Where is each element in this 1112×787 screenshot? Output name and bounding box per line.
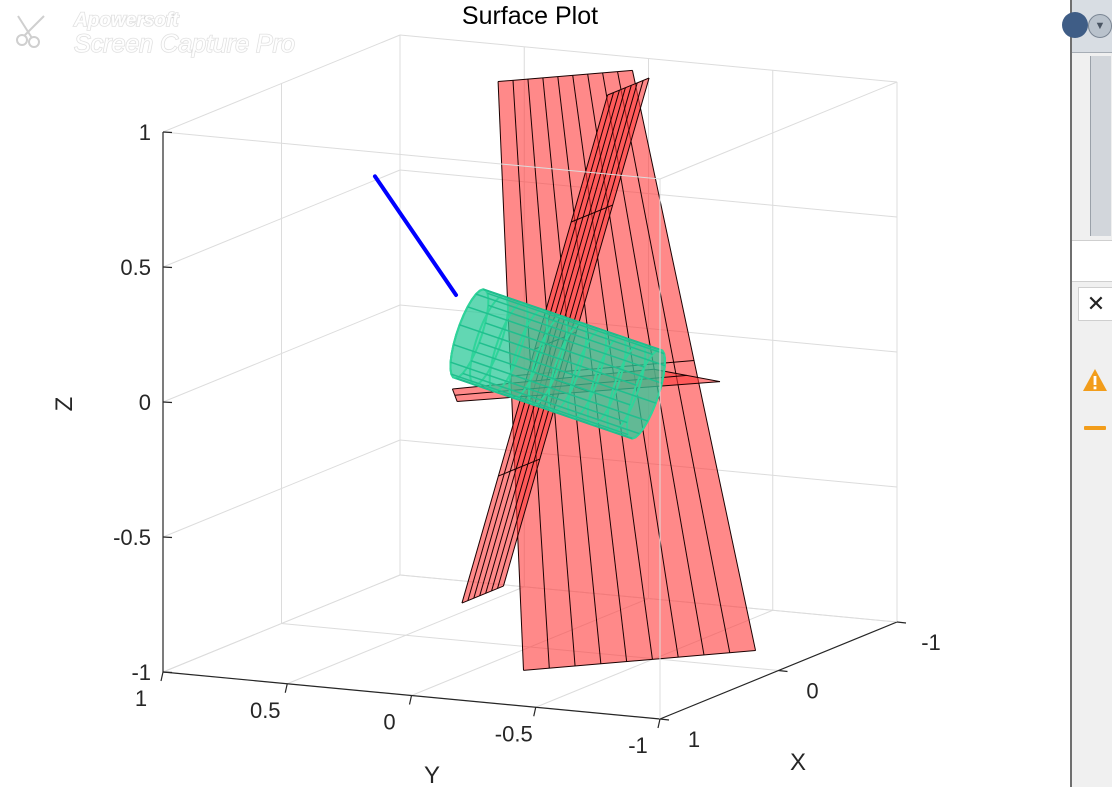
y-tick (533, 707, 537, 717)
z-tick (162, 536, 173, 539)
cylinder-line (450, 361, 628, 424)
x-tick (659, 718, 670, 721)
z-tick-label: -0.5 (113, 525, 151, 550)
y-tick (160, 671, 164, 682)
cylinder-line (455, 377, 633, 440)
y-tick-label: 0 (383, 710, 395, 735)
close-icon[interactable]: ✕ (1078, 287, 1112, 321)
z-tick (162, 401, 173, 404)
cylinder-line (475, 293, 653, 356)
scissors-icon (5, 7, 59, 57)
z-tick (162, 266, 173, 269)
z-tick-label: -1 (131, 660, 151, 685)
z-tick-label: 0.5 (120, 255, 151, 280)
x-tick (896, 621, 907, 624)
cylinder-line (453, 343, 631, 406)
mesh-line (498, 69, 633, 83)
z-tick-label: 0 (139, 390, 151, 415)
watermark: Apowersoft Screen Capture Pro (5, 7, 296, 59)
x-tick-label: 1 (688, 727, 700, 752)
surface-cylinder (449, 288, 666, 440)
y-tick (284, 683, 288, 693)
cylinder-line (462, 372, 640, 435)
side-blank-row (1072, 240, 1112, 282)
z-tick (162, 131, 173, 134)
z-tick (162, 671, 173, 674)
figure-window: 1 0.5 0 -0.5 -1 1 0.5 0 -0.5 -1 -1 0 1 Surface Plot … (0, 0, 1070, 787)
dropdown-icon[interactable]: ▼ (1088, 14, 1112, 38)
mesh-line (498, 458, 541, 477)
chart-title: Surface Plot (462, 2, 598, 30)
cylinder-line (482, 288, 660, 351)
cylinder-line (467, 306, 645, 368)
y-tick (657, 718, 661, 729)
y-axis-label: Y (424, 762, 440, 787)
mesh-line (451, 388, 458, 402)
cylinder-line (485, 322, 663, 384)
cylinder-line (488, 304, 666, 367)
y-tick (408, 695, 413, 705)
z-tick-label: 1 (139, 120, 151, 145)
surface-plot[interactable]: 10.50-0.5-11 0.5 0 -0.5 -1-101 Surface Plot … (0, 0, 1070, 787)
mesh-line (461, 585, 504, 604)
cylinder-line (478, 342, 657, 404)
watermark-product: Screen Capture Pro (74, 30, 295, 58)
x-axis-label: X (790, 749, 806, 776)
cylinder-line (470, 360, 649, 422)
tick-marks (160, 131, 907, 729)
y-tick-label: -1 (628, 733, 648, 758)
x-tick (778, 669, 788, 673)
box-edge (659, 81, 898, 180)
y-tick-label: 1 (135, 686, 147, 711)
mesh-line (523, 650, 756, 671)
cylinder-line (451, 373, 629, 436)
x-tick-label: -1 (921, 630, 941, 655)
y-tick-label: -0.5 (495, 721, 533, 746)
minus-icon (1084, 426, 1106, 430)
watermark-brand: Apowersoft (73, 10, 179, 31)
mesh-line (631, 70, 757, 651)
mesh-line (607, 77, 650, 96)
side-round-button[interactable] (1062, 12, 1088, 38)
side-window-strip: ▼ ✕ (1062, 0, 1112, 787)
side-toolbar: ▼ (1062, 0, 1112, 53)
z-axis-label: Z (51, 397, 78, 412)
y-tick-label: 0.5 (250, 698, 281, 723)
cylinder-line (487, 292, 665, 355)
vector-line (372, 174, 459, 297)
box-edge (162, 131, 661, 180)
surfaces (372, 69, 757, 671)
tick-labels: 10.50-0.5-11 0.5 0 -0.5 -1-101 (113, 120, 941, 758)
cylinder-line (459, 324, 637, 386)
warning-icon (1083, 369, 1107, 391)
mesh-line (570, 204, 613, 223)
scrollbar[interactable] (1090, 56, 1111, 236)
x-tick-label: 0 (806, 679, 818, 704)
